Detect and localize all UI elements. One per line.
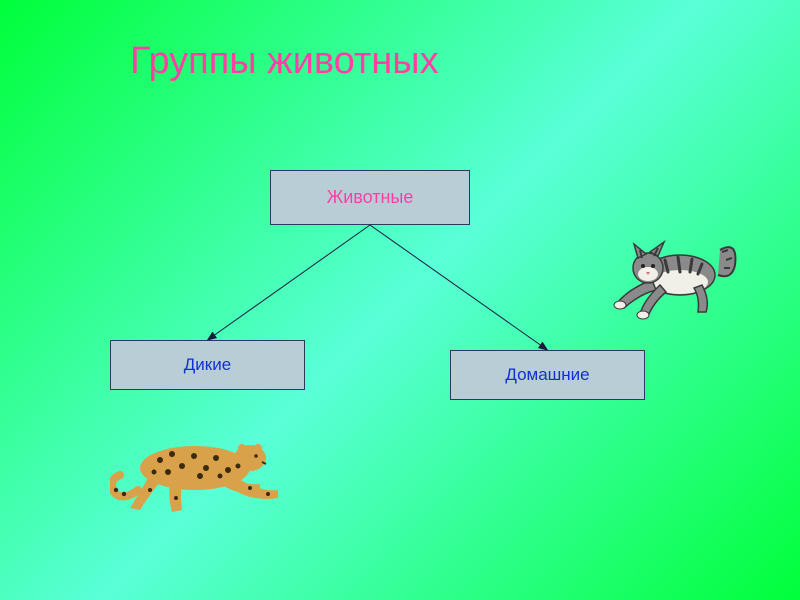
slide-canvas: Группы животных Животные Дикие Домашние xyxy=(0,0,800,600)
node-wild-label: Дикие xyxy=(184,355,231,375)
slide-title: Группы животных xyxy=(130,40,439,83)
cat-icon xyxy=(610,230,740,320)
leopard-icon xyxy=(110,420,290,515)
node-root-label: Животные xyxy=(327,187,414,208)
node-wild: Дикие xyxy=(110,340,305,390)
node-domestic-label: Домашние xyxy=(505,365,589,385)
node-root: Животные xyxy=(270,170,470,225)
node-domestic: Домашние xyxy=(450,350,645,400)
